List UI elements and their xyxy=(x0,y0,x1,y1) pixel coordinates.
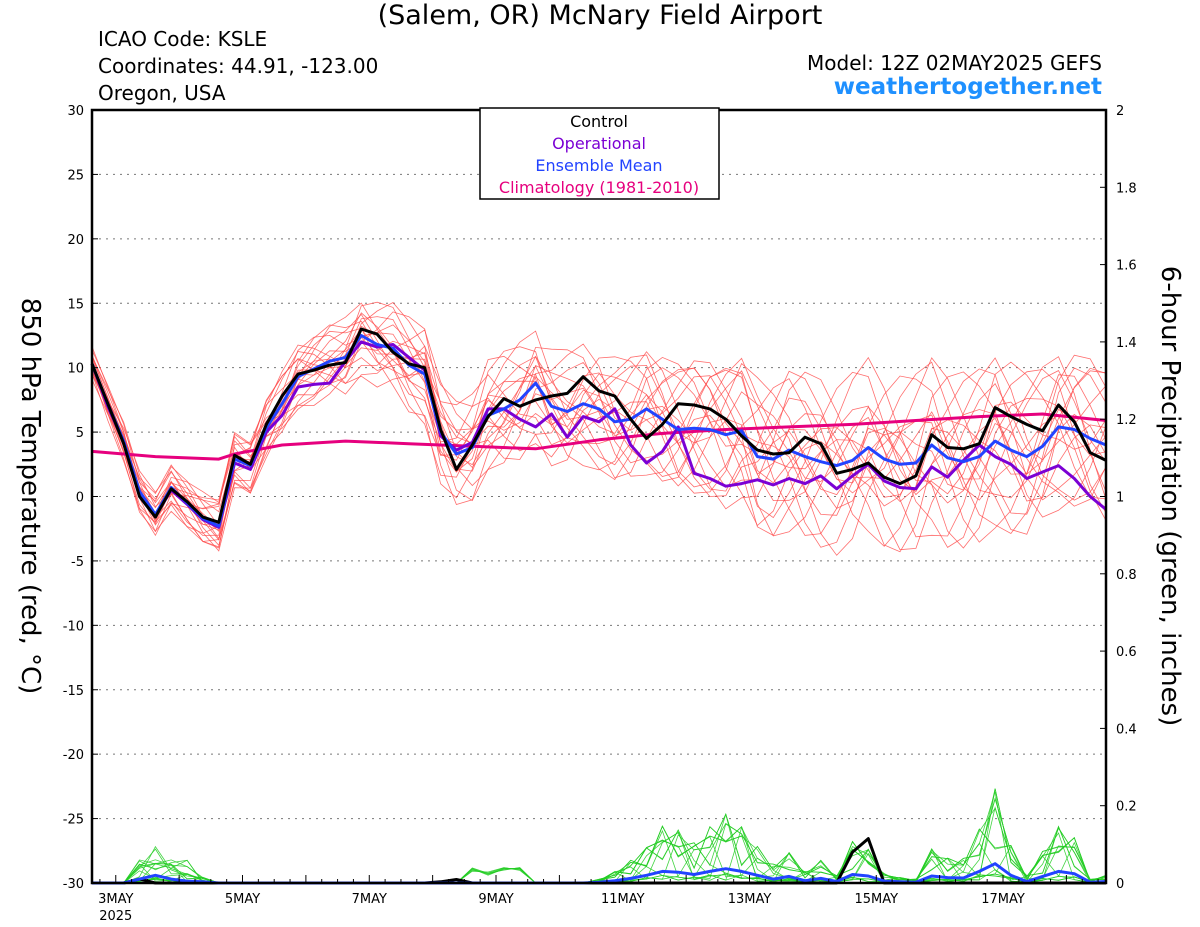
precip-member-line xyxy=(92,788,1107,884)
precip-member-line xyxy=(92,812,1107,884)
left-axis-title: 850 hPa Temperature (red, °C) xyxy=(15,298,45,695)
y2-tick-label: 1 xyxy=(1116,491,1124,506)
member-line xyxy=(91,302,1107,556)
grid-lines xyxy=(92,173,1106,820)
x-tick-label: 5MAY xyxy=(225,892,260,907)
y2-tick-label: 0.6 xyxy=(1116,645,1137,660)
member-line xyxy=(91,329,1107,547)
member-line xyxy=(91,345,1107,548)
y2-tick-label: 1.2 xyxy=(1116,413,1137,428)
member-line xyxy=(91,325,1107,535)
legend-entry: Control xyxy=(570,112,628,131)
x-tick-label: 7MAY xyxy=(352,892,387,907)
precip-member-line xyxy=(92,813,1107,884)
y2-tick-label: 0.8 xyxy=(1116,568,1137,583)
left-axis-ticks: -30 -25 -20 -15 -10 -5 0 5 10 15 20 25 30 xyxy=(63,104,98,892)
series-line-operational xyxy=(90,340,1107,529)
y2-tick-label: 1.4 xyxy=(1116,336,1137,351)
x-tick-year: 2025 xyxy=(99,909,132,924)
precip-members xyxy=(92,788,1107,884)
y2-tick-label: 0.2 xyxy=(1116,800,1137,815)
precip-member-line xyxy=(92,788,1107,884)
y-tick-label: -15 xyxy=(63,684,84,699)
y2-tick-label: 1.6 xyxy=(1116,259,1137,274)
y-tick-label: 25 xyxy=(67,168,84,183)
region: Oregon, USA xyxy=(98,81,226,105)
member-line xyxy=(91,311,1107,551)
member-line xyxy=(91,340,1107,549)
y-tick-label: -30 xyxy=(63,877,84,892)
y-tick-label: 10 xyxy=(67,362,84,377)
y-tick-label: 5 xyxy=(76,426,84,441)
x-tick-label: 13MAY xyxy=(728,892,772,907)
y-tick-label: -25 xyxy=(63,813,84,828)
icao-code: ICAO Code: KSLE xyxy=(98,27,268,51)
x-tick-label: 15MAY xyxy=(854,892,898,907)
member-line xyxy=(91,330,1107,535)
y-tick-label: -10 xyxy=(63,619,84,634)
legend-entry: Operational xyxy=(552,134,646,153)
member-line xyxy=(91,320,1107,548)
legend-box: Control Operational Ensemble Mean Climatolo… xyxy=(479,107,720,200)
x-axis-ticks: 3MAY 2025 5MAY 7MAY 9MAY 11MAY 13MAY 15MAY 17MAY xyxy=(98,875,1099,924)
member-line xyxy=(91,312,1107,537)
x-tick-label: 9MAY xyxy=(478,892,513,907)
y2-tick-label: 2 xyxy=(1116,104,1124,119)
member-line xyxy=(91,301,1107,547)
member-line xyxy=(91,343,1107,532)
y-tick-label: 30 xyxy=(67,104,84,119)
chart-title: (Salem, OR) McNary Field Airport xyxy=(377,0,823,31)
legend-entry: Climatology (1981-2010) xyxy=(499,178,699,197)
legend-entry: Ensemble Mean xyxy=(535,156,662,175)
precip-member-line xyxy=(92,807,1107,884)
legend-frame xyxy=(479,107,720,200)
precip-member-line xyxy=(92,797,1107,884)
right-axis-ticks: 0 0.2 0.4 0.6 0.8 1 1.2 1.4 1.6 1.8 2 xyxy=(1100,104,1137,892)
precip-member-line xyxy=(92,796,1107,884)
ensemble-members xyxy=(91,301,1107,556)
x-tick-label: 17MAY xyxy=(981,892,1025,907)
x-tick-label: 11MAY xyxy=(601,892,645,907)
member-line xyxy=(91,334,1107,552)
right-axis-title: 6-hour Precipitation (green, inches) xyxy=(1155,266,1185,726)
y-tick-label: -20 xyxy=(63,748,84,763)
member-line xyxy=(91,340,1107,549)
y-tick-label: 0 xyxy=(76,491,84,506)
series-line-control xyxy=(90,327,1107,524)
coordinates: Coordinates: 44.91, -123.00 xyxy=(98,54,379,78)
y2-tick-label: 0 xyxy=(1116,877,1124,892)
y2-tick-label: 1.8 xyxy=(1116,181,1137,196)
x-tick-label: 3MAY xyxy=(98,892,133,907)
member-line xyxy=(91,328,1107,543)
precip-member-line xyxy=(92,791,1107,884)
y2-tick-label: 0.4 xyxy=(1116,722,1137,737)
y-tick-label: 15 xyxy=(67,297,84,312)
member-line xyxy=(91,316,1107,534)
precip-member-line xyxy=(92,828,1106,884)
y-tick-label: 20 xyxy=(67,233,84,248)
model-run: Model: 12Z 02MAY2025 GEFS xyxy=(807,51,1102,75)
site-link[interactable]: weathertogether.net xyxy=(833,74,1102,100)
series-line-climatology-1981-2010- xyxy=(91,412,1107,461)
y-tick-label: -5 xyxy=(71,555,84,570)
